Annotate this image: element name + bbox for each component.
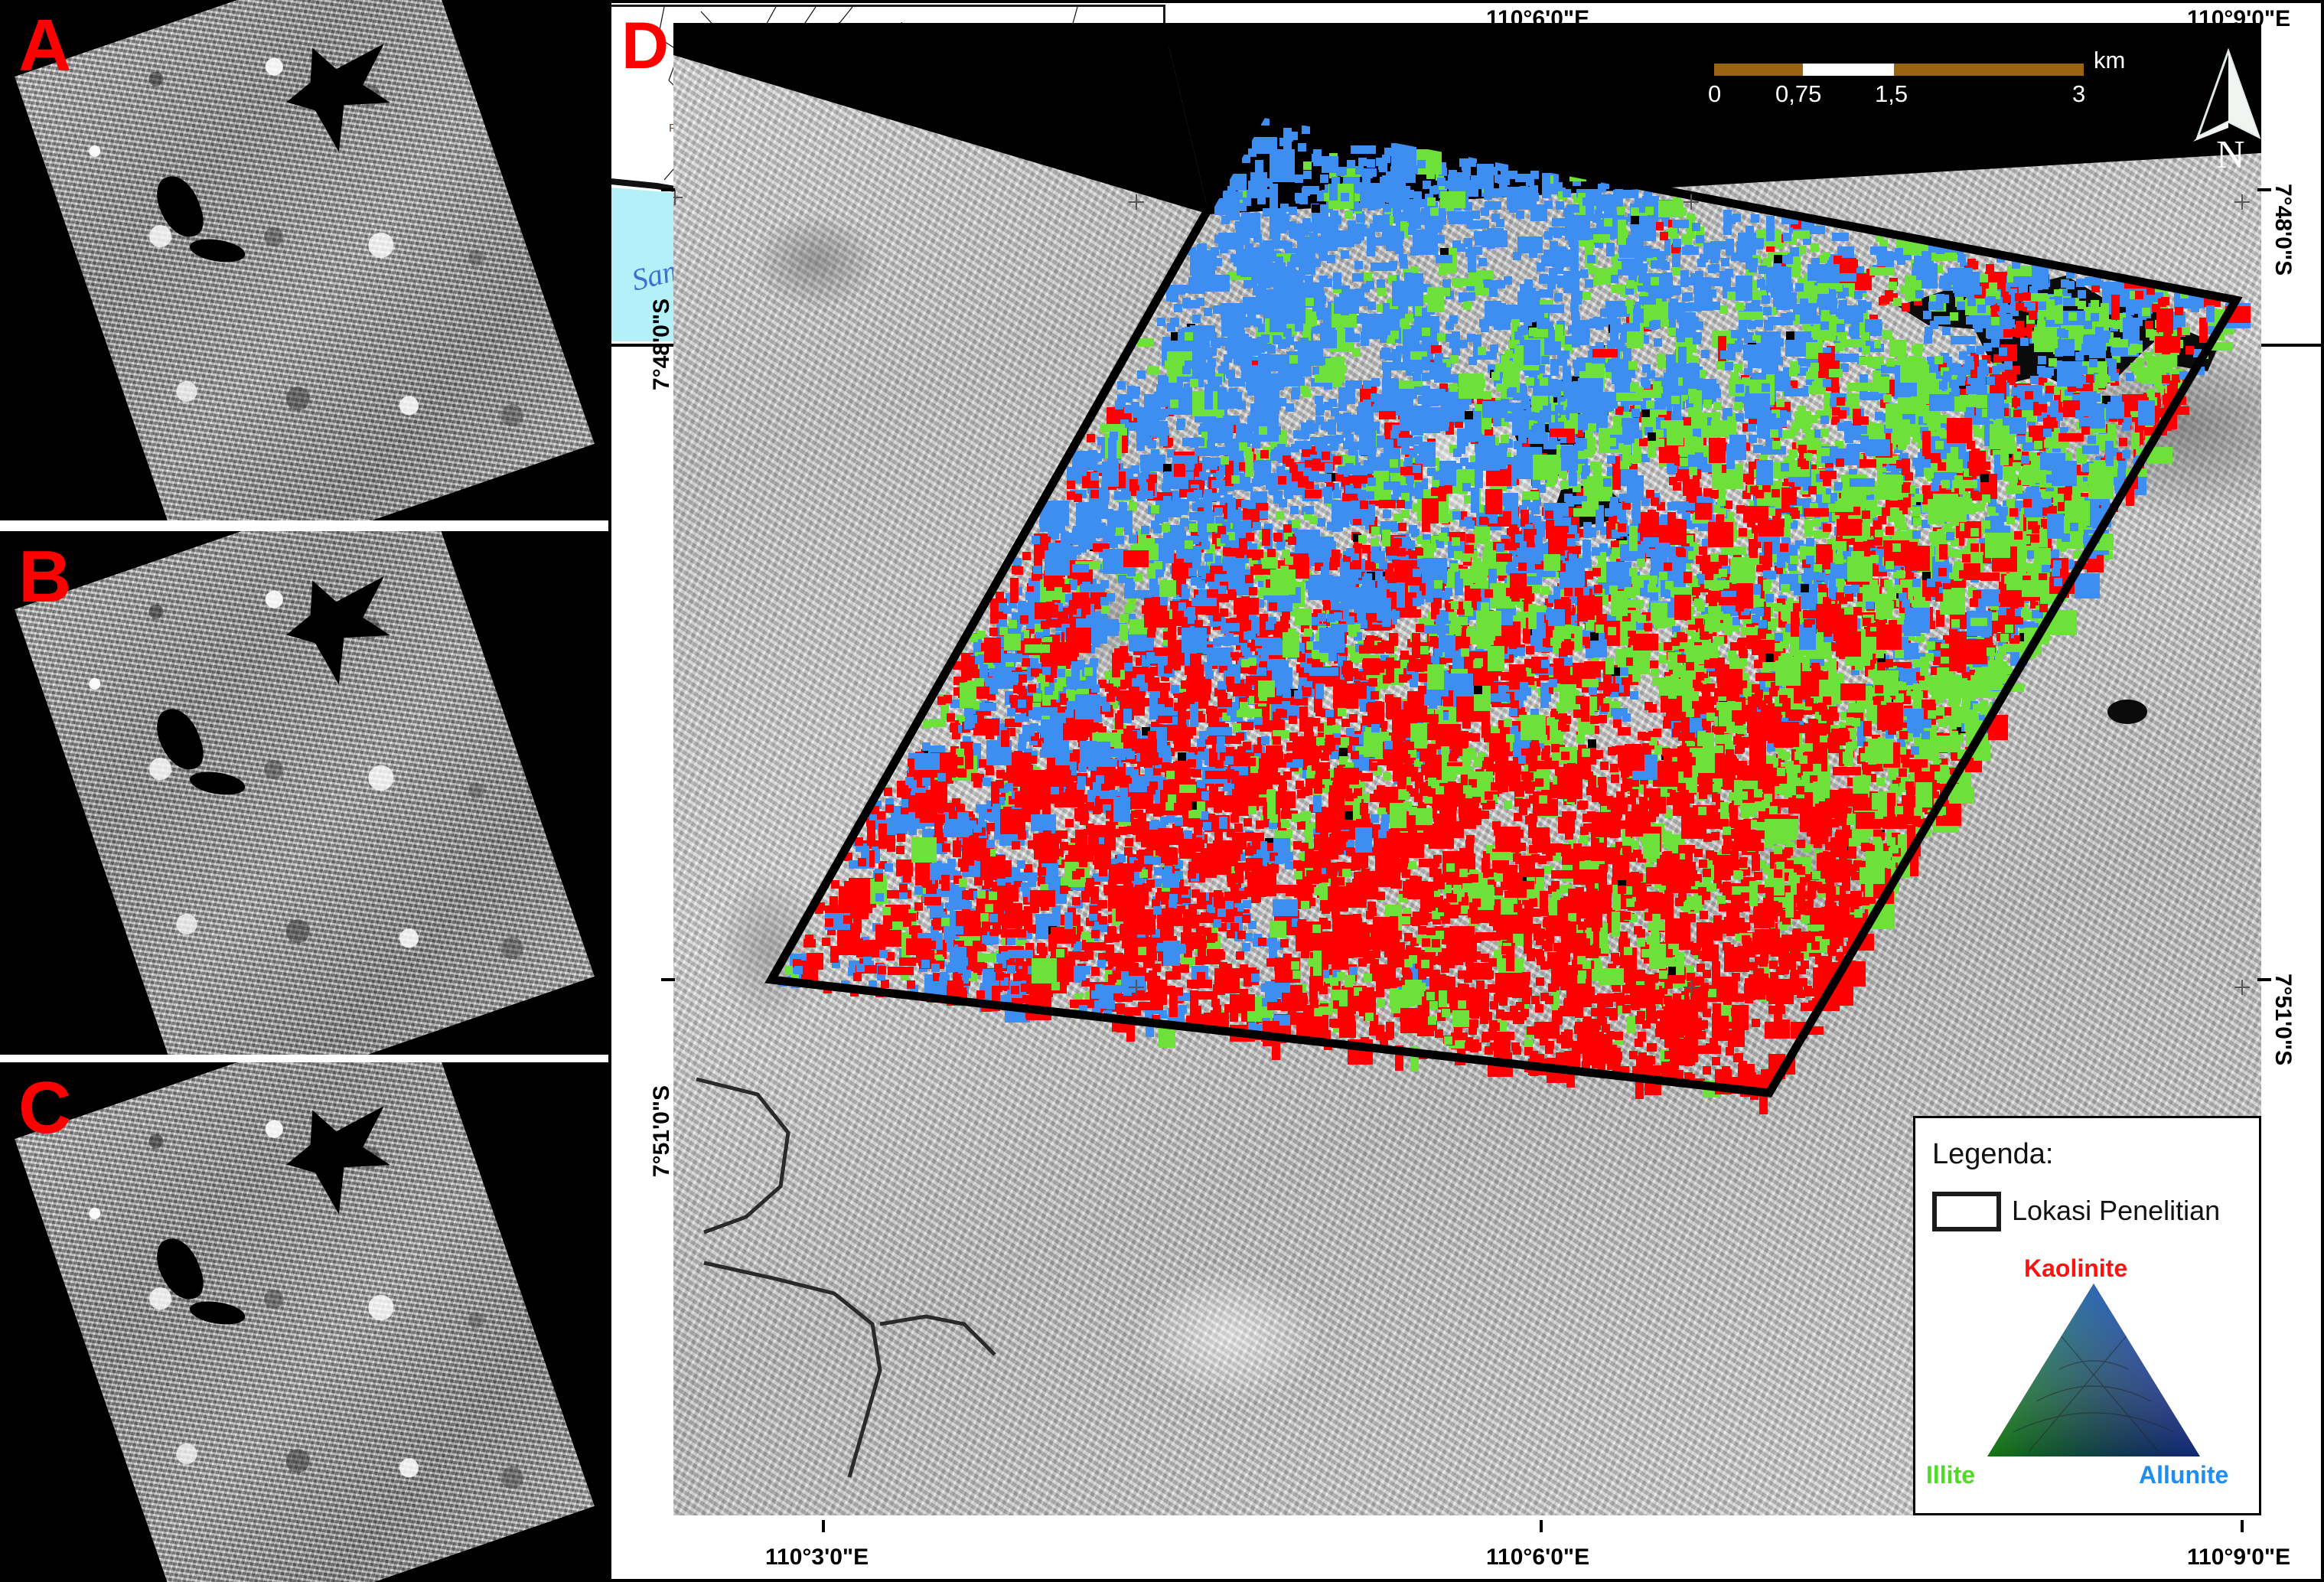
scalebar-tick-15: 1,5 <box>1875 80 1908 107</box>
panel-c: C <box>0 1062 608 1582</box>
graticule-tick-left <box>661 188 675 191</box>
panel-divider-ab <box>0 520 608 531</box>
graticule-cross <box>2234 194 2250 210</box>
ternary-color-triangle <box>1987 1284 2200 1456</box>
panel-a: A <box>0 0 608 520</box>
legend-title: Legenda: <box>1932 1138 2054 1170</box>
panel-c-label: C <box>18 1067 72 1149</box>
scalebar: 0 0,75 1,5 3 km <box>1708 42 2143 119</box>
graticule-lat-right-74800s: 7°48'0"S <box>2270 184 2296 276</box>
graticule-lon-bottom-1100300e: 110°3'0"E <box>765 1544 869 1570</box>
scalebar-segment-1 <box>1714 64 1803 76</box>
graticule-tick-bottom <box>822 1520 825 1532</box>
graticule-lon-top-1100900e: 110°9'0"E <box>2187 6 2291 31</box>
ternary-label-illite: Illite <box>1926 1461 1976 1489</box>
panel-b: B <box>0 531 608 1055</box>
ternary-label-kaolinite: Kaolinite <box>2024 1254 2128 1282</box>
panel-a-label: A <box>18 5 72 86</box>
panel-d-label: D <box>621 9 670 83</box>
graticule-cross <box>1684 194 1699 210</box>
graticule-lat-left-75100s: 7°51'0"S <box>649 1085 674 1178</box>
graticule-cross <box>1684 980 1699 995</box>
panel-c-raster <box>14 1062 595 1582</box>
north-arrow-label: N <box>2216 133 2245 177</box>
scalebar-segment-2 <box>1803 64 1894 76</box>
scalebar-unit-label: km <box>2094 47 2126 73</box>
graticule-cross <box>1129 980 1144 995</box>
panel-b-label: B <box>18 536 72 618</box>
graticule-cross <box>673 190 683 205</box>
scalebar-tick-0: 0 <box>1708 80 1722 107</box>
graticule-tick-right <box>2257 978 2271 981</box>
scalebar-tick-075: 0,75 <box>1775 80 1822 107</box>
graticule-tick-bottom <box>2241 1520 2244 1532</box>
scalebar-tick-3: 3 <box>2072 80 2086 107</box>
graticule-lon-bottom-1100900e: 110°9'0"E <box>2187 1544 2291 1570</box>
main-map-outer-frame <box>608 0 2324 1582</box>
study-area-legend-swatch <box>1932 1192 2001 1231</box>
graticule-tick-right <box>2257 188 2271 191</box>
scalebar-segment-3 <box>1894 64 2084 76</box>
drainage-lines <box>696 1077 996 1478</box>
study-area-legend-label: Lokasi Penelitian <box>2012 1195 2221 1226</box>
graticule-lon-top-1100600e: 110°6'0"E <box>1486 6 1590 31</box>
panel-divider-bc <box>0 1055 608 1062</box>
graticule-tick-top <box>1540 32 1543 44</box>
graticule-lon-bottom-1100600e: 110°6'0"E <box>1486 1544 1590 1570</box>
graticule-tick-left <box>661 978 675 981</box>
graticule-cross <box>2234 980 2250 995</box>
graticule-lat-left-74800s: 7°48'0"S <box>649 298 674 391</box>
graticule-cross <box>1129 194 1144 210</box>
north-arrow: N <box>2181 42 2288 195</box>
ternary-label-allunite: Allunite <box>2139 1461 2229 1489</box>
graticule-tick-top <box>2241 32 2244 44</box>
graticule-lat-right-75100s: 7°51'0"S <box>2270 974 2296 1066</box>
north-arrow-icon <box>2193 47 2261 142</box>
panel-a-raster <box>14 0 595 520</box>
graticule-tick-bottom <box>1540 1520 1543 1532</box>
map-legend: Legenda: Lokasi Penelitian Kaolinite <box>1913 1116 2261 1515</box>
panel-b-raster <box>14 531 595 1055</box>
